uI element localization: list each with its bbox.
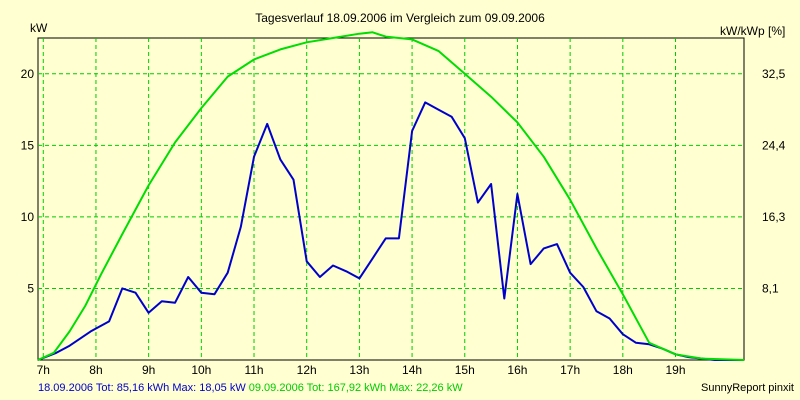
chart-title: Tagesverlauf 18.09.2006 im Vergleich zum… <box>255 11 545 25</box>
y-axis-right-label: kW/kWp [%] <box>720 24 785 38</box>
y2-tick-label: 24,4 <box>762 138 786 152</box>
x-tick-label: 16h <box>507 363 527 377</box>
series-line <box>37 31 745 361</box>
y-tick-label: 5 <box>27 281 34 295</box>
x-tick-label: 7h <box>37 363 50 377</box>
y-tick-label: 20 <box>21 67 35 81</box>
y-axis-left-label: kW <box>30 21 48 35</box>
y2-tick-label: 16,3 <box>762 210 786 224</box>
x-tick-label: 10h <box>191 363 211 377</box>
credit-label: SunnyReport pinxit <box>701 382 794 394</box>
y2-tick-label: 8,1 <box>762 281 779 295</box>
x-tick-label: 17h <box>560 363 580 377</box>
y2-tick-label: 32,5 <box>762 67 786 81</box>
series2-summary: 09.09.2006 Tot: 167,92 kWh Max: 22,26 kW <box>248 382 463 394</box>
footer-series-summary: 18.09.2006 Tot: 85,16 kWh Max: 18,05 kW … <box>38 382 463 394</box>
x-tick-label: 19h <box>665 363 685 377</box>
y-tick-label: 15 <box>21 138 35 152</box>
x-tick-label: 15h <box>455 363 475 377</box>
x-tick-label: 11h <box>244 363 263 377</box>
axis-labels: 7h 8h 9h 10h 11h 12h 13h 14h 15h 16h 17h 18h 19h 5 8,1… <box>21 67 786 377</box>
y-tick-label: 10 <box>21 210 35 224</box>
x-tick-label: 12h <box>297 363 317 377</box>
series-lines <box>37 31 745 361</box>
x-tick-label: 18h <box>613 363 633 377</box>
series1-summary: 18.09.2006 Tot: 85,16 kWh Max: 18,05 kW <box>38 382 246 394</box>
x-tick-label: 8h <box>89 363 102 377</box>
x-tick-label: 9h <box>142 363 155 377</box>
grid-lines <box>38 38 744 360</box>
plot-area <box>37 37 745 361</box>
x-tick-label: 13h <box>349 363 369 377</box>
series-line <box>37 101 744 361</box>
x-tick-label: 14h <box>402 363 422 377</box>
